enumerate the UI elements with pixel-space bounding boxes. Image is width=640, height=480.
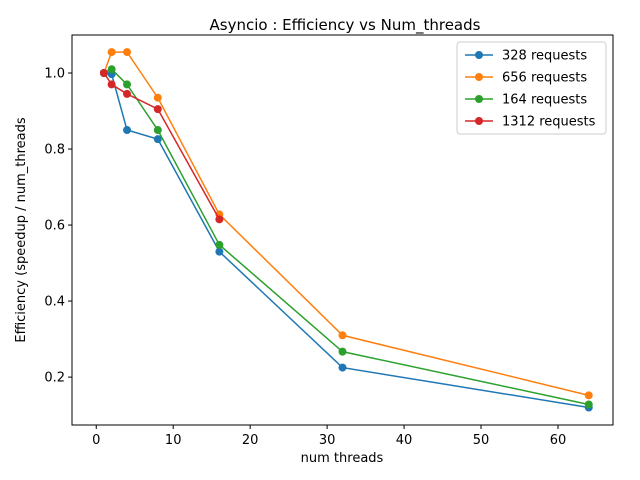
x-axis-label: num threads: [301, 451, 384, 466]
legend-label: 1312 requests: [502, 115, 596, 130]
data-point: [153, 126, 162, 135]
y-tick-label: 1.0: [44, 67, 65, 82]
legend-label: 656 requests: [502, 71, 587, 86]
x-tick-label: 20: [242, 433, 259, 448]
data-point: [107, 48, 116, 57]
data-point: [99, 69, 108, 78]
legend-marker: [475, 95, 483, 103]
x-tick-label: 60: [550, 433, 567, 448]
plot-frame: [71, 34, 614, 426]
data-point: [107, 80, 116, 89]
y-tick-label: 0.8: [44, 143, 65, 158]
y-tick-label: 0.4: [44, 295, 65, 310]
legend: 328 requests 656 requests 164 requests 1312…: [456, 41, 607, 135]
data-point: [338, 331, 347, 340]
legend-marker: [475, 73, 483, 81]
data-point: [123, 48, 132, 57]
data-point: [123, 80, 132, 89]
legend-marker: [475, 117, 483, 125]
x-tick-label: 40: [396, 433, 413, 448]
data-point: [153, 135, 162, 144]
legend-marker: [475, 51, 483, 59]
data-point: [153, 105, 162, 114]
data-point: [584, 400, 593, 409]
data-point: [215, 240, 224, 249]
legend-label: 164 requests: [502, 93, 587, 108]
legend-label: 328 requests: [502, 49, 587, 64]
x-tick-label: 10: [165, 433, 182, 448]
y-tick-label: 0.2: [44, 371, 65, 386]
data-point: [107, 65, 116, 74]
data-point: [215, 247, 224, 256]
x-tick-label: 30: [319, 433, 336, 448]
y-axis-label: Efficiency (speedup / num_threads: [14, 117, 29, 342]
chart-title: Asyncio : Efficiency vs Num_threads: [210, 16, 481, 35]
data-point: [123, 89, 132, 98]
data-point: [338, 363, 347, 372]
x-tick-label: 0: [92, 433, 100, 448]
x-tick-label: 50: [473, 433, 490, 448]
data-point: [584, 391, 593, 400]
data-point: [153, 93, 162, 102]
data-point: [123, 126, 132, 135]
data-point: [215, 215, 224, 224]
data-point: [338, 347, 347, 356]
legend-frame: [456, 41, 607, 135]
y-tick-label: 0.6: [44, 219, 65, 234]
